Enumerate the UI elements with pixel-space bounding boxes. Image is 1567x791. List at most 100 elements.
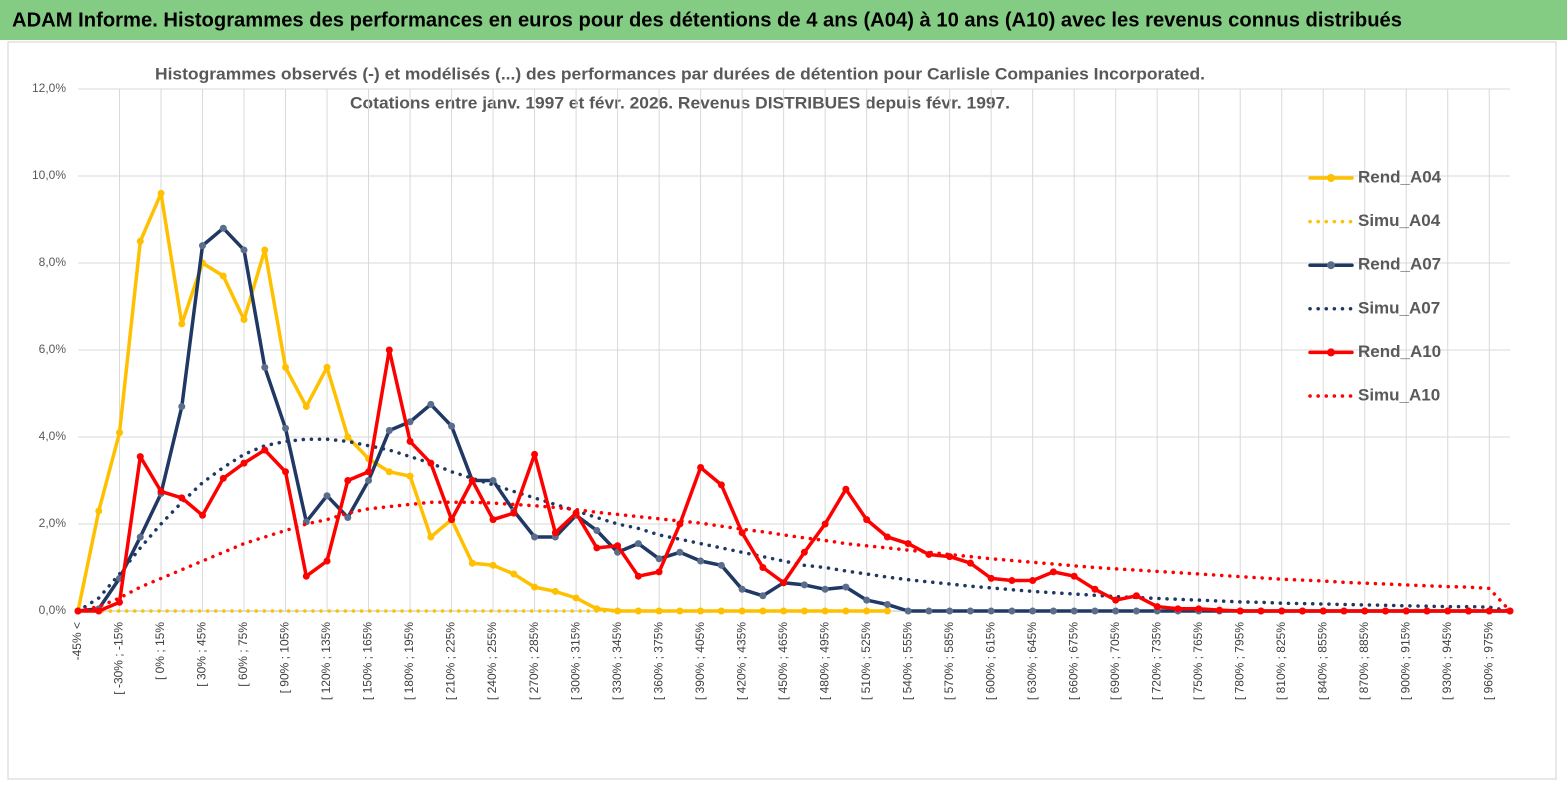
data-point: [655, 568, 663, 576]
data-point: [966, 607, 974, 615]
data-point: [365, 477, 373, 484]
data-point: [282, 363, 290, 371]
data-point: [1049, 607, 1057, 615]
chart-title: ADAM Informe. Histogrammes des performan…: [12, 9, 1402, 31]
data-point: [240, 316, 248, 324]
data-point: [821, 607, 829, 615]
data-point: [95, 607, 103, 615]
data-point: [946, 607, 954, 615]
data-point: [1008, 577, 1016, 585]
data-point: [1319, 607, 1327, 615]
data-point: [634, 572, 642, 580]
data-point: [116, 429, 124, 437]
data-point: [1236, 607, 1244, 615]
x-tick-label: [ 180% ; 195%: [402, 622, 416, 700]
data-point: [323, 492, 331, 500]
x-tick-label: [ 510% ; 525%: [859, 622, 873, 700]
data-point: [136, 237, 144, 245]
data-point: [1423, 607, 1431, 615]
data-point: [614, 607, 622, 615]
x-tick-label: [ 240% ; 255%: [485, 622, 499, 700]
y-tick-label: 8,0%: [39, 255, 67, 269]
data-point: [1091, 585, 1099, 593]
x-tick-label: [ 210% ; 225%: [444, 622, 458, 700]
y-tick-label: 0,0%: [39, 603, 67, 617]
data-point: [240, 246, 248, 254]
data-point: [282, 468, 290, 476]
data-point: [987, 574, 995, 582]
data-point: [1340, 607, 1348, 615]
x-tick-label: [ 870% ; 885%: [1357, 622, 1371, 700]
x-tick-label: [ 300% ; 315%: [568, 622, 582, 700]
data-point: [1402, 607, 1410, 615]
x-tick-label: [ -30% ; -15%: [112, 622, 126, 695]
plot-frame: [7, 41, 1557, 780]
y-tick-label: 10,0%: [32, 168, 66, 182]
data-point: [883, 533, 891, 541]
data-point: [676, 548, 684, 556]
data-point: [261, 446, 269, 454]
data-point: [738, 529, 746, 537]
data-point: [717, 561, 725, 569]
data-point: [863, 596, 871, 604]
data-point: [136, 453, 144, 461]
data-point: [1029, 607, 1037, 615]
data-point: [261, 246, 269, 254]
data-point: [987, 607, 995, 615]
legend-label: Rend_A07: [1358, 255, 1441, 274]
data-point: [385, 426, 393, 434]
data-point: [800, 548, 808, 556]
data-point: [800, 607, 808, 615]
legend-marker: [1327, 261, 1335, 270]
legend-label: Rend_A04: [1358, 167, 1442, 186]
data-point: [427, 400, 435, 408]
data-point: [759, 564, 767, 571]
data-point: [178, 320, 186, 328]
y-tick-label: 4,0%: [39, 429, 67, 443]
data-point: [489, 477, 497, 484]
x-tick-label: [ 330% ; 345%: [610, 622, 624, 700]
data-point: [1174, 605, 1182, 613]
data-point: [489, 561, 497, 569]
data-point: [925, 607, 933, 615]
data-point: [95, 507, 103, 515]
data-point: [1506, 607, 1514, 615]
data-point: [468, 477, 476, 484]
data-point: [531, 583, 539, 591]
data-point: [240, 459, 248, 467]
subtitle: Histogrammes observés (-) et modélisés (…: [155, 64, 1205, 83]
series-line: [76, 348, 1512, 613]
data-point: [863, 516, 871, 524]
data-point: [614, 542, 622, 550]
legend-label: Simu_A04: [1358, 211, 1441, 230]
data-point: [344, 433, 352, 441]
data-point: [1464, 607, 1472, 615]
x-tick-label: [ 570% ; 585%: [942, 622, 956, 700]
data-point: [219, 474, 227, 482]
data-point: [531, 533, 539, 541]
x-tick-label: [ 150% ; 165%: [361, 622, 375, 700]
data-point: [821, 585, 829, 593]
legend-label: Simu_A07: [1358, 298, 1440, 317]
legend-marker: [1327, 174, 1335, 182]
x-tick-label: [ 930% ; 945%: [1440, 622, 1454, 700]
data-point: [1049, 568, 1057, 576]
y-tick-label: 2,0%: [39, 516, 67, 530]
series-line: [76, 191, 890, 613]
legend-label: Rend_A10: [1358, 342, 1441, 361]
data-point: [697, 463, 705, 471]
data-point: [676, 607, 684, 615]
data-point: [593, 527, 601, 535]
data-point: [406, 472, 414, 480]
data-point: [406, 418, 414, 426]
data-point: [1444, 607, 1452, 615]
x-tick-label: [ 540% ; 555%: [900, 622, 914, 700]
y-tick-label: 6,0%: [39, 342, 67, 356]
data-point: [593, 544, 601, 552]
x-tick-label: [ 960% ; 975%: [1481, 622, 1495, 700]
data-point: [199, 242, 207, 250]
data-point: [1195, 605, 1203, 613]
series-line: [76, 437, 1512, 613]
data-point: [1008, 607, 1016, 615]
